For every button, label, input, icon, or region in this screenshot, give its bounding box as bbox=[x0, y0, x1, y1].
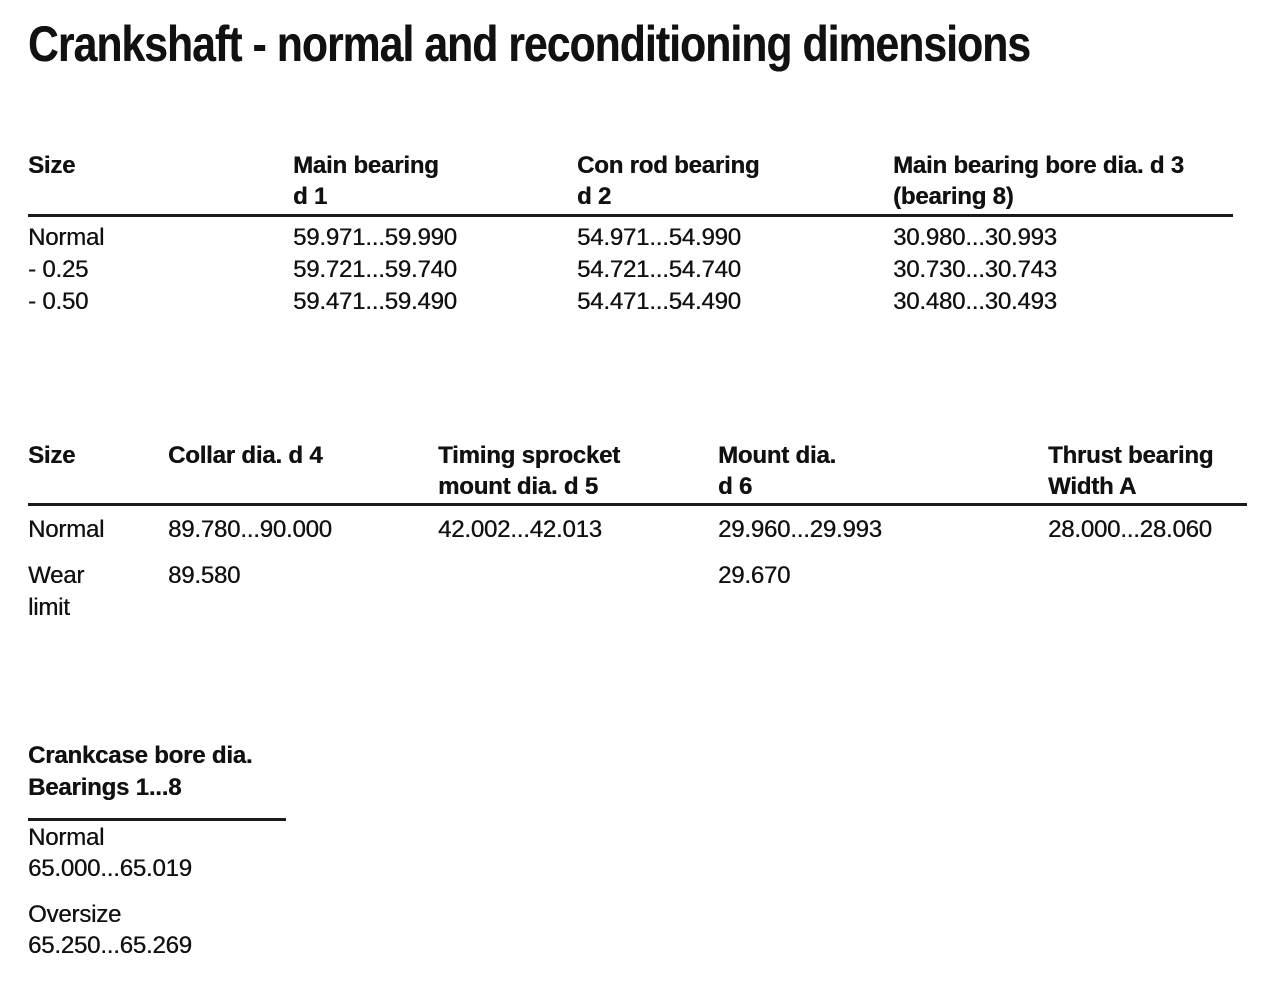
table-cell: 65.250...65.269 bbox=[28, 932, 192, 959]
row-label: Normal bbox=[28, 824, 105, 851]
table-header-rule bbox=[28, 503, 1247, 506]
row-label: Normal bbox=[28, 516, 105, 543]
table-cell: 30.730...30.743 bbox=[893, 256, 1057, 283]
table-cell: 30.480...30.493 bbox=[893, 288, 1057, 315]
table-cell: 54.971...54.990 bbox=[577, 224, 741, 251]
table-header-rule bbox=[28, 818, 286, 821]
bearing-table-body: Normal 59.971...59.990 54.971...54.990 3… bbox=[28, 222, 1230, 318]
table-header-rule bbox=[28, 214, 1233, 217]
table-cell: 54.471...54.490 bbox=[577, 288, 741, 315]
row-label: - 0.50 bbox=[28, 288, 89, 315]
column-header-timing-sprocket-d5: Timing sprocket mount dia. d 5 bbox=[438, 442, 620, 500]
column-header-main-bearing-d1: Main bearing d 1 bbox=[293, 152, 439, 210]
column-header-collar-d4: Collar dia. d 4 bbox=[168, 442, 323, 469]
column-header-mount-d6: Mount dia. d 6 bbox=[718, 442, 836, 500]
column-header-con-rod-bearing-d2: Con rod bearing d 2 bbox=[577, 152, 760, 210]
row-label: Normal bbox=[28, 224, 105, 251]
crankcase-bore-entry-normal: Normal 65.000...65.019 bbox=[28, 822, 192, 884]
column-header-size: Size bbox=[28, 152, 76, 179]
collar-table-row-wear-limit: Wear limit 89.580 29.670 bbox=[28, 560, 1248, 624]
table-cell: 54.721...54.740 bbox=[577, 256, 741, 283]
table-cell: 29.670 bbox=[718, 562, 791, 589]
column-header-thrust-bearing-width-a: Thrust bearing Width A bbox=[1048, 442, 1214, 500]
table-cell: 29.960...29.993 bbox=[718, 516, 882, 543]
bearing-table-header-row: Size Main bearing d 1 Con rod bearing d … bbox=[28, 150, 1230, 212]
row-label: Wear limit bbox=[28, 562, 85, 621]
table-cell bbox=[438, 560, 718, 624]
column-header-size: Size bbox=[28, 442, 76, 469]
crankcase-bore-entry-oversize: Oversize 65.250...65.269 bbox=[28, 899, 192, 961]
table-cell: 59.971...59.990 bbox=[293, 224, 457, 251]
table-cell: 89.780...90.000 bbox=[168, 516, 332, 543]
table-cell: 59.721...59.740 bbox=[293, 256, 457, 283]
crankcase-bore-table-header: Crankcase bore dia. Bearings 1...8 bbox=[28, 742, 253, 801]
column-header-main-bearing-bore-d3: Main bearing bore dia. d 3 (bearing 8) bbox=[893, 152, 1184, 210]
table-cell bbox=[1048, 560, 1248, 624]
table-cell: 28.000...28.060 bbox=[1048, 516, 1212, 543]
table-cell: 65.000...65.019 bbox=[28, 855, 192, 882]
table-cell: 42.002...42.013 bbox=[438, 516, 602, 543]
collar-table-row-normal: Normal 89.780...90.000 42.002...42.013 2… bbox=[28, 514, 1248, 546]
row-label: Oversize bbox=[28, 901, 122, 928]
table-cell: 89.580 bbox=[168, 562, 241, 589]
collar-table-header-row: Size Collar dia. d 4 Timing sprocket mou… bbox=[28, 440, 1248, 502]
table-cell: 59.471...59.490 bbox=[293, 288, 457, 315]
row-label: - 0.25 bbox=[28, 256, 89, 283]
page-title: Crankshaft - normal and reconditioning d… bbox=[28, 16, 1031, 72]
table-cell: 30.980...30.993 bbox=[893, 224, 1057, 251]
